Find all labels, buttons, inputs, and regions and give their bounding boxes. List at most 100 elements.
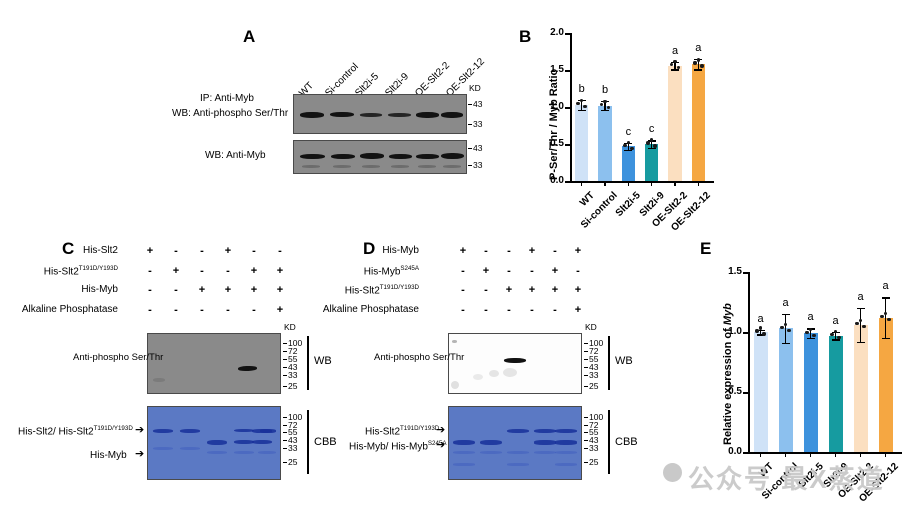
panel-d-wb-label: Anti-phospho Ser/Thr [374, 352, 465, 363]
data-point [812, 333, 816, 337]
error-bar [834, 332, 837, 340]
bar-oe-slt2-2 [853, 324, 868, 452]
data-point [883, 311, 888, 316]
error-cap [781, 314, 790, 316]
bar-wt [575, 104, 589, 181]
condition-sign: + [574, 303, 582, 316]
y-tick [565, 144, 570, 146]
y-tick [565, 107, 570, 109]
condition-label-sup: S245A [400, 264, 419, 272]
error-bar [580, 99, 583, 110]
condition-sign: + [459, 245, 467, 257]
data-point [669, 62, 674, 67]
panel-d-arrow-slt2-icon: ➔ [436, 424, 446, 436]
x-tick [884, 452, 887, 457]
data-point [830, 332, 834, 337]
significance-letter: a [807, 311, 814, 324]
error-bar [627, 142, 630, 150]
panel-a-row-label-wb-myb: WB: Anti-Myb [205, 150, 266, 161]
data-point [630, 146, 634, 150]
bar-slt2i-5 [621, 146, 635, 181]
panel-d-arrow-myb-icon: ➔ [436, 439, 446, 451]
watermark-text: 公众号 最X蒸道 [688, 464, 885, 494]
panel-d-gel-label-myb-sup: S245A [427, 440, 447, 447]
error-cap [781, 342, 790, 345]
condition-sign: + [224, 245, 232, 257]
y-tick-label: 0.5 [550, 138, 564, 149]
y-tick-label: 0.0 [728, 446, 742, 457]
error-bar [697, 58, 700, 70]
condition-sign: + [551, 284, 559, 296]
x-tick [674, 181, 676, 186]
condition-sign: + [224, 284, 232, 296]
condition-sign: - [507, 303, 511, 316]
x-tick [784, 452, 787, 457]
mw-marker-43: 43 [282, 435, 298, 445]
panel-d-wb-label-text: Anti-phospho Ser/Thr [374, 352, 465, 363]
panel-d-method-cbb: CBB [615, 436, 638, 448]
panel-a-marker-bottom-43: 43 [467, 143, 483, 153]
data-point [887, 317, 891, 322]
error-bar [809, 328, 812, 338]
significance-letter: a [857, 291, 864, 303]
y-axis [570, 33, 572, 181]
condition-sign: - [278, 245, 282, 257]
mw-marker-33: 33 [583, 443, 599, 453]
error-bar [674, 61, 676, 70]
mw-marker-55: 55 [282, 427, 298, 437]
data-point [583, 105, 587, 109]
y-tick-label: 2.0 [550, 27, 564, 38]
mw-marker-100: 100 [583, 338, 604, 348]
condition-label-0: His-Myb [0, 245, 419, 256]
mw-marker-43: 43 [583, 435, 599, 445]
data-point [623, 143, 627, 147]
data-point [676, 65, 681, 70]
mw-marker-43: 43 [583, 362, 599, 372]
x-tick [809, 452, 812, 457]
significance-letter: b [601, 84, 609, 97]
y-tick [565, 181, 570, 183]
condition-label-sup: T191D/Y193D [78, 264, 118, 272]
panel-d-letter: D [363, 239, 376, 258]
panel-c-arrow-slt2-icon: ➔ [135, 424, 145, 436]
error-cap [601, 109, 609, 112]
panel-d-gel-label-slt2-text: His-Slt2 [365, 426, 401, 438]
y-tick [743, 452, 748, 454]
panel-c-wb-bracket [307, 336, 309, 390]
panel-a-row-label-ip: IP: Anti-Myb [200, 93, 254, 104]
panel-b-ylabel: P-Ser/Thr / Myb Ratio [548, 68, 560, 180]
significance-letter: a [671, 44, 679, 57]
panel-e-chart: 0.0 0.5 1.0 1.5 a WT a Si-control a Slt2i-5 a Slt2i… [728, 267, 902, 505]
panel-c-arrow-myb-icon: ➔ [135, 448, 145, 460]
significance-letter: b [578, 82, 585, 95]
condition-sign: - [461, 264, 465, 277]
condition-label-text: Alkaline Phosphatase [322, 303, 419, 315]
y-tick-label: 1.0 [550, 101, 564, 112]
x-tick [859, 452, 862, 457]
x-tick [759, 452, 762, 457]
condition-sign: - [200, 303, 204, 316]
condition-sign: - [461, 284, 465, 296]
data-point [780, 325, 784, 330]
condition-sign: - [174, 284, 178, 296]
panel-c-gel-label-slt2-text: His-Slt2/ His-Slt2 [18, 426, 94, 438]
panel-c-gel-label-slt2-sup: T191D/Y193D [93, 425, 133, 432]
data-point [755, 329, 759, 333]
panel-e-letter: E [700, 239, 712, 258]
mw-marker-33: 33 [583, 370, 599, 380]
panel-e-ylabel-italic: Myb [722, 303, 734, 326]
mw-marker-100: 100 [282, 338, 303, 348]
panel-d-cbb-bracket [608, 410, 610, 474]
mw-marker-55: 55 [583, 354, 599, 364]
condition-sign: + [551, 264, 559, 277]
bar-slt2i-9 [828, 335, 843, 452]
data-point [579, 99, 584, 103]
condition-sign: - [148, 264, 152, 277]
condition-sign: - [484, 303, 488, 316]
condition-sign: + [528, 284, 536, 296]
condition-sign: + [574, 245, 582, 257]
mw-marker-100: 100 [282, 412, 303, 422]
data-point [833, 329, 838, 334]
condition-label-text: His-Myb [81, 284, 118, 295]
error-bar [759, 329, 762, 335]
